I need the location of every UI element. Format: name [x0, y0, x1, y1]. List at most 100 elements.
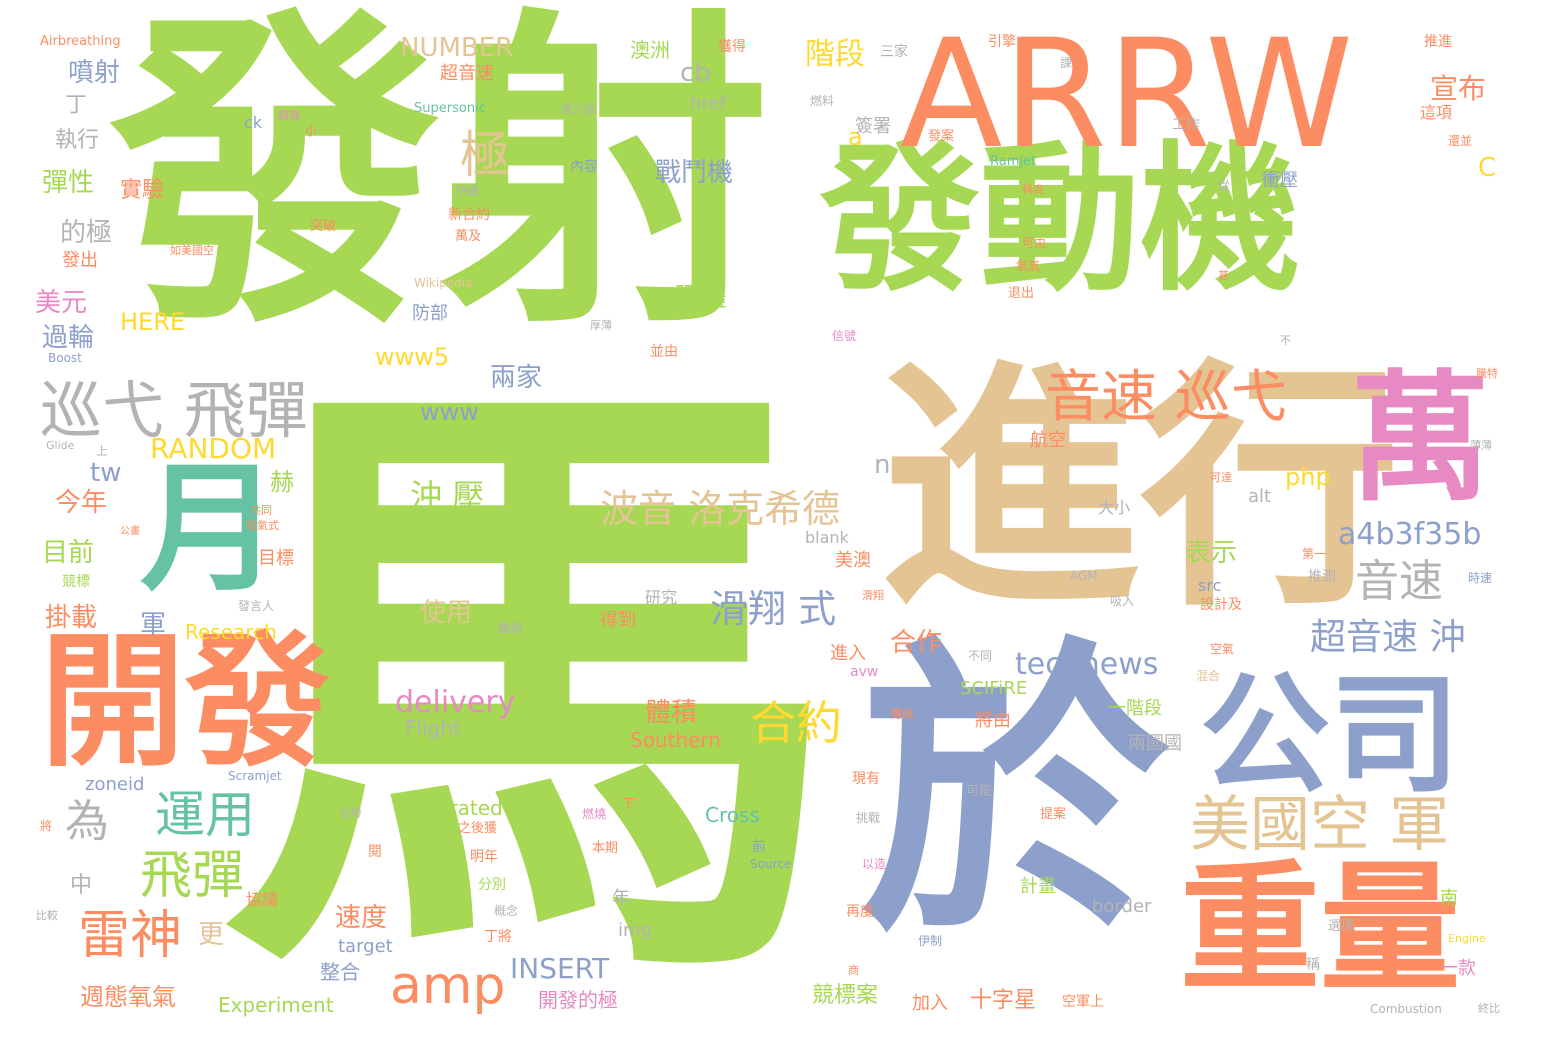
word-glide: Glide [46, 439, 75, 452]
word-jinru: 進入 [830, 643, 866, 664]
word-liangjia: 兩家 [490, 363, 543, 393]
word-wan: 萬 [1350, 358, 1491, 521]
word-amp: amp [390, 956, 506, 1016]
word-he: 赫 [270, 468, 294, 496]
word-xuanbu: 宣布 [1430, 72, 1487, 105]
word-alt: alt [1248, 486, 1272, 507]
word-zhong: 中 [70, 873, 93, 898]
word-yu: 於 [860, 614, 1170, 975]
word-delivery: delivery [395, 685, 516, 720]
word-shen: 甚 [1218, 269, 1229, 282]
word-deji: 的極 [60, 218, 113, 248]
word-kongjunshang: 空軍上 [1062, 994, 1104, 1010]
word-yue2: 閱 [368, 844, 382, 860]
word-chongya: 衝壓 [1262, 170, 1298, 191]
word-src: src [1198, 576, 1222, 595]
word-xunyi-feidan: 巡弋 飛彈 [40, 374, 308, 447]
word-zaidu: 再度 [846, 904, 874, 920]
word-ranshao: 燃燒 [582, 807, 607, 821]
word-bu: 不 [1280, 334, 1291, 347]
word-jihua: 計畫 [1020, 876, 1056, 897]
word-research: Research [185, 620, 277, 644]
word-yangqi: 氧氣 [1016, 259, 1041, 273]
word-fangbu: 防部 [412, 303, 448, 324]
word-jiaru: 加入 [912, 993, 948, 1014]
word-danti: 彈體 [675, 283, 728, 313]
word-c: C [1478, 153, 1497, 183]
word-source: Source [750, 857, 792, 871]
word-diyi: 第一 [1302, 547, 1327, 561]
word-img: img [618, 920, 652, 941]
word-zhandouji: 戰鬥機 [655, 158, 734, 188]
word-integrated: Integrated [398, 796, 503, 820]
word-shang2: 商 [848, 964, 859, 977]
word-n: n [874, 450, 891, 480]
word-lianggguoguo: 兩國國 [1128, 733, 1182, 754]
word-random: RANDOM [150, 432, 277, 465]
word-href: href [690, 93, 726, 114]
word-fachu: 發出 [62, 250, 98, 271]
word-xuanze: 選擇 [1328, 919, 1355, 934]
word-benqi: 本期 [592, 841, 619, 856]
word-engine: Engine [1448, 932, 1486, 945]
word-www: www [420, 398, 479, 426]
word-combustion: Combustion [1370, 1002, 1442, 1016]
word-hangkong: 航空 [1030, 430, 1066, 451]
word-flight: Flight [405, 716, 461, 740]
word-zhixing: 執行 [55, 128, 100, 153]
word-shizixing: 十字星 [970, 988, 1037, 1013]
word-meiyuan: 美元 [35, 288, 88, 318]
word-kongqi: 空氣 [1210, 642, 1235, 656]
word-php: php [1285, 463, 1331, 491]
word-boost: Boost [48, 351, 82, 365]
word-jun: 軍 [140, 610, 167, 640]
word-blank: blank [805, 528, 849, 547]
word-ranliao: 燃料 [810, 94, 835, 108]
word-kaifa: 開發 [40, 618, 330, 787]
word-zhoutai-yangqi: 週態氧氣 [80, 983, 176, 1011]
word-technews: technews [1015, 647, 1159, 682]
word-sudu: 速度 [335, 903, 388, 933]
word-huode: 獲得 [718, 39, 746, 55]
word-airbreathing: Airbreathing [40, 34, 121, 49]
word-chushi: 初始 [556, 405, 584, 421]
word-keyou: 可由 [1022, 236, 1047, 250]
word-ma: 馬 [220, 329, 840, 1050]
word-zhexiang: 這項 [1420, 103, 1453, 122]
word-rumeiguokong: 如美國空 [170, 244, 214, 257]
word-meiguo-kongjun: 美國空 軍 [1190, 790, 1450, 860]
word-border: border [1092, 896, 1152, 917]
word-chong-ya: 沖 壓 [410, 477, 485, 515]
word-wei: 為 [65, 796, 109, 847]
word-a4b3f35b: a4b3f35b [1338, 517, 1482, 552]
word-tiaozhan: 挑戰 [856, 811, 881, 825]
word-chixu: 持續 [455, 184, 480, 198]
word-jieduan: 階段 [805, 37, 865, 72]
word-yanjiu: 研究 [645, 588, 678, 607]
word-bingyou: 並由 [650, 344, 678, 360]
word-tupo: 突破 [310, 219, 337, 234]
word-zhongliang: 重量 [1180, 848, 1461, 1011]
word-yijieduan: 一階段 [1108, 698, 1162, 719]
word-yikuan: 一款 [1440, 958, 1476, 979]
word-meiao: 美澳 [835, 550, 871, 571]
word-yizhi: 伊制 [918, 934, 943, 948]
word-avw: avw [850, 664, 879, 680]
word-fadongji: 發動機 [820, 126, 1301, 313]
word-chuantong: 傳統 [890, 707, 915, 721]
word-jinxing: 進行 [880, 339, 1400, 641]
word-geng: 更 [198, 920, 225, 950]
word-feidan: 飛彈 [140, 846, 245, 906]
word-heyue: 合約 [750, 696, 842, 750]
word-tengte: 騰特 [1476, 367, 1498, 380]
word-keneng: 可能 [966, 784, 993, 799]
word-xieyi: 協議 [246, 890, 279, 909]
word-target: target [338, 936, 393, 957]
word-nan: 南 [1440, 888, 1458, 909]
word-zifa: 自發 [340, 807, 362, 820]
word-tuice: 推測 [1308, 569, 1336, 585]
word-ji: 極 [460, 126, 510, 184]
word-gonghua: 公畫 [120, 526, 140, 537]
word-shejiji: 設計及 [1200, 597, 1242, 613]
word-chaoyinsu: 超音速 [440, 63, 494, 84]
